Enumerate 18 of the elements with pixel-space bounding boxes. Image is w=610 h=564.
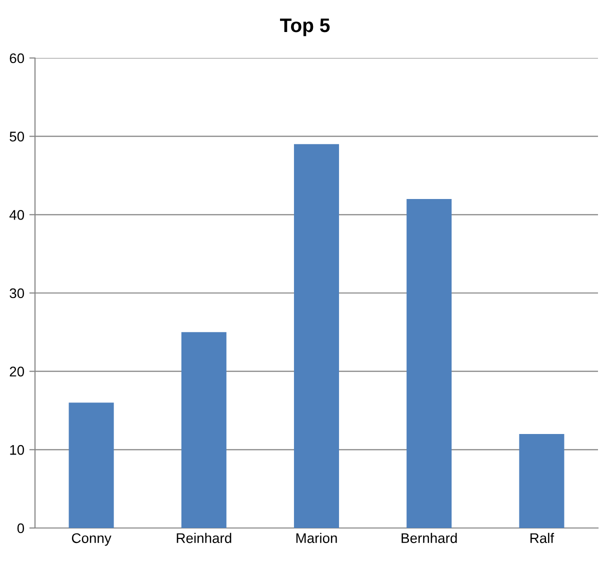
y-tick-label: 20 — [10, 366, 24, 377]
x-tick-label: Ralf — [530, 532, 554, 544]
y-tick-label: 30 — [10, 288, 24, 298]
y-tick-label: 50 — [10, 132, 24, 142]
bar — [181, 332, 226, 528]
y-tick-label: 10 — [10, 445, 24, 455]
bar — [406, 199, 452, 528]
y-tick-label: 60 — [10, 53, 24, 64]
x-tick-label: Bernhard — [402, 532, 457, 544]
chart-title: Top 5 — [280, 18, 330, 36]
x-tick-label: Reinhard — [176, 532, 232, 544]
x-tick-label: Conny — [72, 533, 112, 546]
x-tick-label: Marion — [296, 532, 337, 544]
bar — [519, 434, 564, 528]
y-tick-label: 0 — [17, 523, 24, 534]
bar — [294, 144, 340, 528]
y-tick-label: 40 — [9, 210, 24, 220]
bar — [68, 402, 114, 528]
